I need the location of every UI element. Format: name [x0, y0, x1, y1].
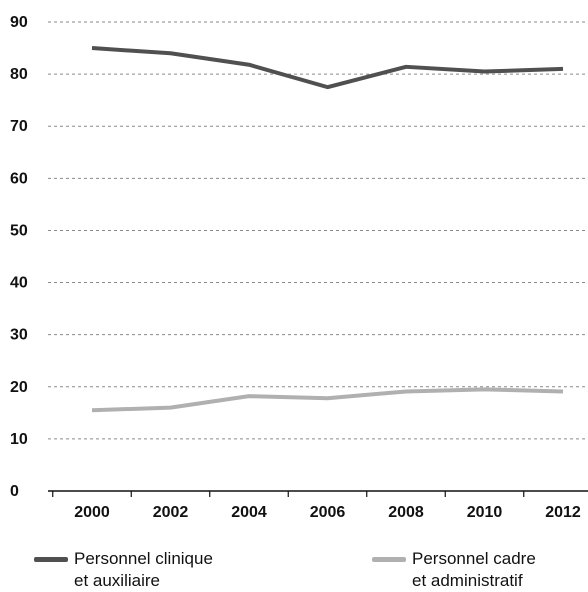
legend-swatch-admin: [372, 557, 406, 562]
y-tick-label: 50: [10, 222, 28, 239]
x-axis: 2000 2002 2004 2006 2008 2010 2012: [48, 490, 588, 521]
legend-label-admin-line2: et administratif: [412, 571, 523, 590]
x-tick-label: 2002: [153, 504, 189, 521]
x-tick-label: 2004: [231, 504, 267, 521]
y-tick-label: 30: [10, 327, 28, 344]
y-tick-label: 0: [10, 483, 19, 500]
y-tick-label: 80: [10, 66, 28, 83]
legend-label-clinical: Personnel clinique et auxiliaire: [74, 548, 213, 592]
legend-item-clinical: Personnel clinique et auxiliaire: [34, 548, 213, 592]
legend-label-clinical-line2: et auxiliaire: [74, 571, 160, 590]
x-tick-label: 2008: [388, 504, 424, 521]
gridlines: [48, 21, 588, 440]
legend-label-admin-line1: Personnel cadre: [412, 549, 536, 568]
series-line-clinical: [91, 46, 564, 90]
legend-swatch-clinical: [34, 557, 68, 562]
legend-label-admin: Personnel cadre et administratif: [412, 548, 536, 592]
y-tick-label: 60: [10, 170, 28, 187]
y-axis-ticks: 0 10 20 30 40 50 60 70 80 90: [10, 14, 28, 500]
y-tick-label: 70: [10, 118, 28, 135]
line-chart: 0 10 20 30 40 50 60 70 80 90 2000 2002 2004 2006 2008…: [10, 14, 588, 521]
y-tick-label: 40: [10, 275, 28, 292]
y-tick-label: 10: [10, 431, 28, 448]
x-tick-label: 2006: [310, 504, 346, 521]
x-tick-label: 2012: [545, 504, 581, 521]
y-tick-label: 20: [10, 379, 28, 396]
y-tick-label: 90: [10, 14, 28, 31]
x-tick-label: 2000: [74, 504, 110, 521]
legend-label-clinical-line1: Personnel clinique: [74, 549, 213, 568]
legend-item-admin: Personnel cadre et administratif: [372, 548, 536, 592]
x-tick-label: 2010: [467, 504, 503, 521]
series-lines: [91, 46, 564, 413]
series-line-admin: [91, 387, 564, 413]
